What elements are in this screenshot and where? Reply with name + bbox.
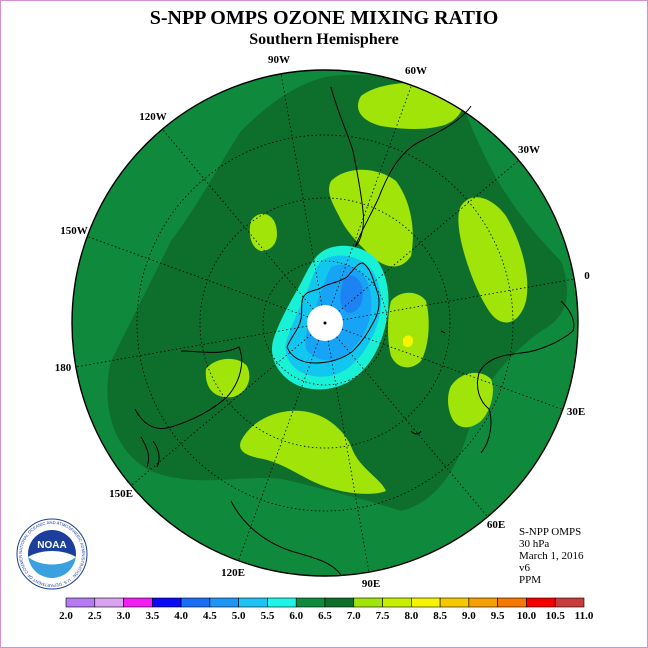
- antarctica-coast: [286, 262, 380, 364]
- lon-label-0: 0: [584, 270, 590, 282]
- colorbar-tick-label: 6.0: [289, 610, 303, 622]
- africa-coast: [476, 300, 575, 454]
- page-subtitle: Southern Hemisphere: [249, 31, 399, 48]
- info-block: S-NPP OMPS 30 hPa March 1, 2016 v6 PPM: [519, 526, 583, 586]
- meridian-line: [130, 334, 312, 486]
- colorbar-swatch: [554, 597, 585, 608]
- colorbar: [65, 597, 585, 608]
- field-blob-7-0-g: [448, 372, 493, 428]
- longitude-labels: 90W 60W 30W 0 30E 60E 90E 120E 150E 180 …: [55, 54, 591, 590]
- lon-label-90w: 90W: [268, 54, 290, 66]
- colorbar-swatch: [439, 597, 470, 608]
- lon-label-150e: 150E: [109, 488, 133, 500]
- colorbar-tick-label: 7.0: [347, 610, 361, 622]
- colorbar-swatch: [267, 597, 297, 608]
- meridian-line: [338, 160, 520, 312]
- colorbar-tick-label: 10.0: [517, 610, 537, 622]
- south-america-coast: [330, 86, 472, 248]
- colorbar-tick-label: 11.0: [575, 610, 594, 622]
- colorbar-swatch: [468, 597, 498, 608]
- colorbar-tick-label: 3.5: [145, 610, 159, 622]
- colorbar-tick-label: 4.0: [174, 610, 188, 622]
- lon-label-180: 180: [55, 362, 72, 374]
- latitude-circles: [136, 134, 514, 512]
- logo-gull: [28, 551, 76, 565]
- colorbar-swatch: [123, 597, 153, 608]
- colorbar-swatch: [295, 597, 326, 608]
- colorbar-tick-label: 8.0: [404, 610, 418, 622]
- colorbar-swatch: [180, 597, 211, 608]
- field-blob-7-0-e: [388, 292, 429, 368]
- colorbar-tick-label: 6.5: [318, 610, 332, 622]
- colorbar-swatch: [382, 597, 412, 608]
- colorbar-swatch: [94, 597, 124, 608]
- lon-label-30w: 30W: [518, 144, 540, 156]
- field-blob-7-0-h: [240, 410, 386, 494]
- colorbar-tick-label: 2.5: [88, 610, 102, 622]
- lon-label-90e: 90E: [362, 578, 380, 590]
- meridians: [75, 73, 575, 573]
- info-units: PPM: [519, 574, 542, 586]
- colorbar-swatch: [152, 597, 182, 608]
- lat-circle-80s: [262, 260, 388, 386]
- colorbar-swatch: [526, 597, 556, 608]
- indian-ocean-islands: [230, 330, 446, 576]
- colorbar-swatch: [324, 597, 355, 608]
- lat-circle-70s: [199, 197, 451, 449]
- south-pole-marker: [323, 321, 327, 325]
- lon-label-150w: 150W: [60, 225, 88, 237]
- colorbar-tick-label: 2.0: [59, 610, 73, 622]
- field-spot-8-0: [403, 335, 413, 348]
- info-instrument: S-NPP OMPS: [519, 526, 582, 538]
- field-blob-7-0-d: [249, 213, 277, 251]
- meridian-line: [336, 336, 488, 518]
- page-title: S-NPP OMPS OZONE MIXING RATIO: [149, 7, 499, 29]
- field-blob-7-0-a: [357, 82, 464, 130]
- meridian-line: [162, 128, 314, 310]
- colorbar-tick-label: 10.5: [546, 610, 566, 622]
- logo-text: NOAA: [37, 540, 66, 551]
- info-date: March 1, 2016: [519, 550, 584, 562]
- colorbar-labels: 2.0 2.5 3.0 3.5 4.0 4.5 5.0 5.5 6.0 6.5 7.0 7.5 8.0 8…: [59, 610, 594, 622]
- colorbar-tick-label: 5.0: [232, 610, 246, 622]
- colorbar-swatch: [497, 597, 527, 608]
- field-blob-7-0-f: [205, 358, 250, 398]
- colorbar-tick-label: 3.0: [117, 610, 131, 622]
- lat-circle-60s: [136, 134, 514, 512]
- lon-label-120w: 120W: [139, 111, 167, 123]
- australia-coast: [134, 346, 243, 429]
- colorbar-tick-label: 5.5: [261, 610, 275, 622]
- map-border: [71, 69, 579, 577]
- colorbar-swatch: [353, 597, 383, 608]
- colorbar-swatch: [238, 597, 268, 608]
- colorbar-tick-label: 4.5: [203, 610, 217, 622]
- colorbar-tick-label: 8.5: [433, 610, 447, 622]
- meridian-line: [87, 236, 309, 318]
- info-version: v6: [519, 562, 530, 574]
- field-blob-7-0-b: [328, 169, 413, 267]
- lon-label-120e: 120E: [221, 567, 245, 579]
- colorbar-tick-label: 7.5: [376, 610, 390, 622]
- meridian-line: [330, 85, 412, 307]
- colorbar-tick-label: 9.0: [462, 610, 476, 622]
- colorbar-tick-label: 9.5: [491, 610, 505, 622]
- colorbar-swatch: [65, 597, 96, 608]
- colorbar-swatch: [209, 597, 239, 608]
- lon-label-60e: 60E: [487, 519, 505, 531]
- coastlines: [134, 86, 575, 576]
- colorbar-swatch: [411, 597, 441, 608]
- lon-label-60w: 60W: [405, 65, 427, 77]
- info-level: 30 hPa: [519, 538, 550, 550]
- field-hole-4-0: [340, 275, 363, 313]
- new-zealand-coast: [140, 436, 160, 468]
- lon-label-30e: 30E: [567, 406, 585, 418]
